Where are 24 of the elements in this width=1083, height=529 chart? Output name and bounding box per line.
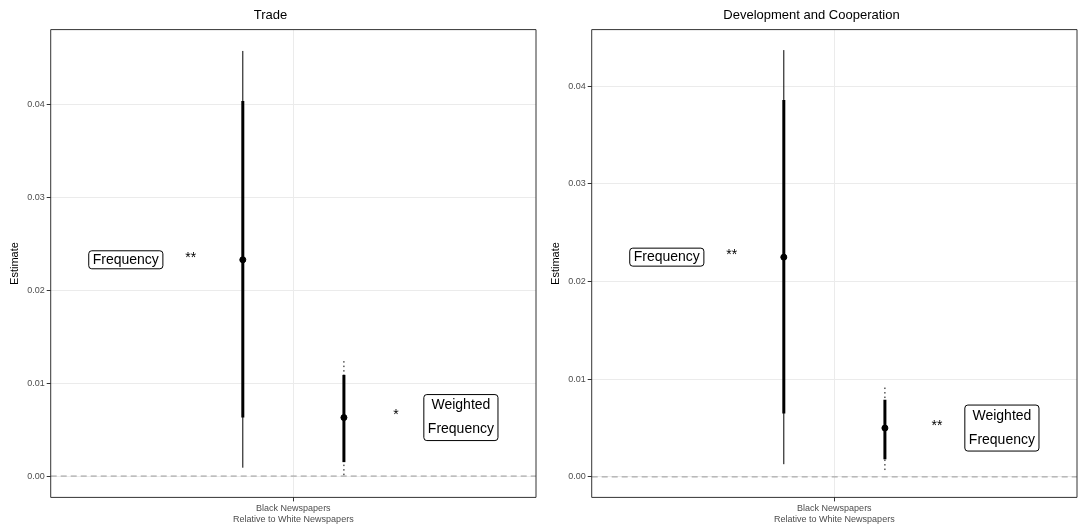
y-axis-title: Estimate [7,242,20,285]
y-tick-label: 0.02 [568,276,586,287]
y-tick-label: 0.00 [568,471,586,482]
chart-title: Trade [253,7,288,23]
annotation: * [393,406,400,423]
text: Weighted Frequency [968,406,1035,447]
y-tick-label: 0.01 [27,377,45,388]
y-tick-label: 0.04 [568,80,586,91]
y-axis-title: Estimate [548,242,561,285]
y-tick-label: 0.03 [27,192,45,203]
chart-title: Development and Cooperation [723,7,900,23]
text: Frequency [92,250,159,267]
y-tick-label: 0.02 [27,284,45,295]
annotation: ** [931,416,943,433]
y-tick-label: 0.03 [568,178,586,189]
y-tick-label: 0.01 [568,373,586,384]
text: Weighted Frequency [427,396,494,437]
x-tick-label: Black Newspapers Relative to White Newspapers [774,503,896,525]
y-tick-label: 0.04 [27,99,45,110]
y-tick-label: 0.00 [27,470,45,481]
x-tick-label: Black Newspapers Relative to White Newspapers [233,503,355,525]
annotation: ** [726,246,738,263]
annotation: ** [185,248,197,265]
text: Frequency [633,248,700,265]
